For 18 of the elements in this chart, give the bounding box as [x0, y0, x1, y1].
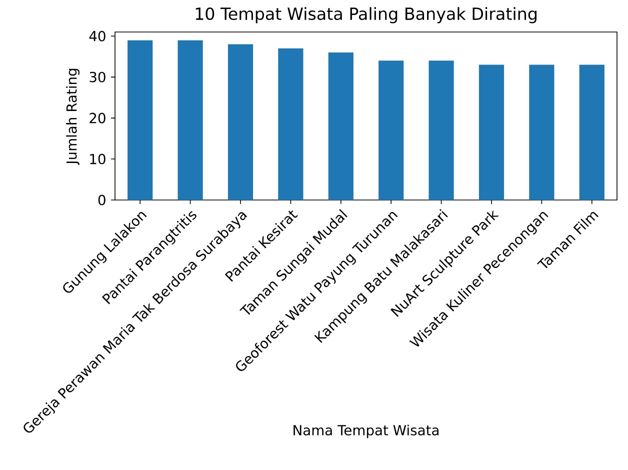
chart-title: 10 Tempat Wisata Paling Banyak Dirating — [196, 7, 536, 24]
x-axis-title: Nama Tempat Wisata — [294, 424, 438, 438]
bar — [529, 64, 554, 200]
y-tick-label: 10 — [90, 154, 106, 164]
bar — [178, 40, 203, 200]
bar — [328, 52, 354, 200]
bar — [378, 60, 404, 200]
bar — [278, 48, 304, 200]
y-tick-label: 40 — [89, 30, 106, 42]
y-tick-label: 20 — [90, 112, 106, 124]
y-axis-title: Jumlah Rating — [66, 68, 80, 166]
bar — [428, 60, 454, 200]
bar — [128, 40, 153, 200]
y-tick-label: 30 — [90, 72, 106, 82]
bar — [228, 44, 254, 200]
bar — [478, 64, 504, 200]
bar — [579, 64, 604, 200]
y-tick-label: 0 — [98, 194, 106, 206]
